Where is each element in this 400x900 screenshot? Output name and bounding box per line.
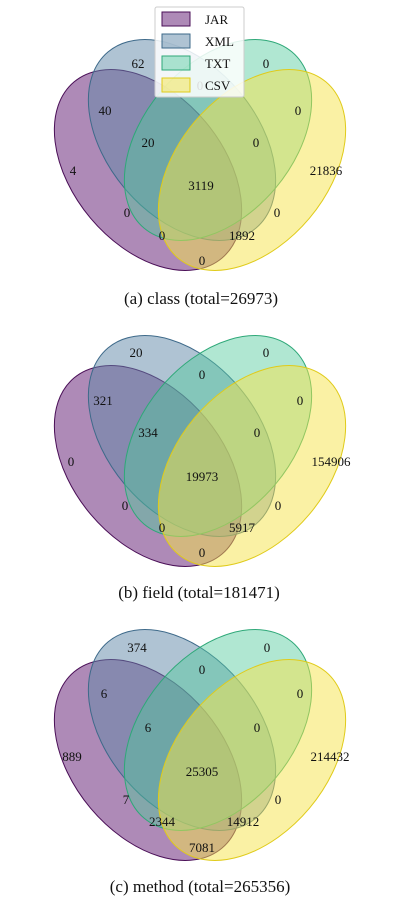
region-xml-csv: 0 [274, 205, 281, 220]
panel-caption: (c) method (total=265356) [110, 877, 290, 896]
region-jar-only: 4 [70, 163, 77, 178]
panel-caption: (b) field (total=181471) [118, 583, 280, 602]
legend-item-txt: TXT [161, 55, 230, 71]
legend-swatch-csv [161, 77, 191, 93]
legend-label-xml: XML [205, 34, 234, 49]
region-all: 19973 [186, 469, 219, 484]
legend-label-csv: CSV [205, 78, 231, 93]
region-jar-xml-csv: 0 [159, 228, 166, 243]
region-csv-only: 214432 [311, 749, 350, 764]
legend-label-jar: JAR [205, 12, 228, 27]
region-jar-txt-csv: 5917 [229, 520, 256, 535]
legend-swatch-txt [161, 55, 191, 71]
region-jar-csv: 7081 [189, 840, 215, 855]
region-jar-txt: 0 [124, 205, 131, 220]
legend-frame [154, 6, 245, 98]
region-jar-xml-csv: 0 [159, 520, 166, 535]
region-xml-txt-csv: 0 [254, 720, 261, 735]
legend-swatch-xml [161, 33, 191, 49]
region-xml-txt: 0 [199, 367, 206, 382]
region-jar-xml: 321 [93, 393, 113, 408]
legend-item-xml: XML [161, 33, 234, 49]
legend-item-jar: JAR [161, 11, 228, 27]
region-txt-only: 0 [264, 640, 271, 655]
region-csv-only: 154906 [312, 454, 352, 469]
region-txt-only: 0 [263, 345, 270, 360]
region-xml-csv: 0 [275, 498, 282, 513]
region-jar-csv: 0 [199, 253, 206, 268]
region-xml-txt-csv: 0 [254, 425, 261, 440]
region-jar-xml: 40 [99, 103, 112, 118]
region-jar-xml-txt: 20 [142, 135, 155, 150]
region-jar-txt-csv: 14912 [227, 814, 260, 829]
region-xml-only: 20 [130, 345, 143, 360]
region-txt-csv: 0 [295, 103, 302, 118]
region-jar-xml-txt: 334 [138, 425, 158, 440]
csv-set-ellipse [157, 365, 347, 567]
region-xml-only: 62 [132, 56, 145, 71]
region-jar-only: 889 [62, 749, 82, 764]
venn-panel-method: 374 0 6 0 0 6 0 889 25305 214432 7 0 234… [53, 629, 350, 896]
csv-set-ellipse [157, 69, 347, 271]
region-all: 25305 [186, 764, 219, 779]
region-csv-only: 21836 [310, 163, 343, 178]
legend-label-txt: TXT [205, 56, 230, 71]
region-jar-xml: 6 [101, 686, 108, 701]
region-xml-csv: 0 [275, 792, 282, 807]
region-jar-xml-csv: 2344 [149, 814, 176, 829]
region-xml-only: 374 [127, 640, 147, 655]
csv-set-ellipse [157, 659, 347, 861]
venn-panel-field: 20 0 321 0 0 334 0 0 19973 154906 0 0 0 … [53, 335, 352, 602]
region-jar-xml-txt: 6 [145, 720, 152, 735]
region-txt-csv: 0 [297, 393, 304, 408]
region-xml-txt: 0 [199, 662, 206, 677]
region-jar-txt-csv: 1892 [229, 228, 255, 243]
region-jar-csv: 0 [199, 545, 206, 560]
region-txt-only: 0 [263, 56, 270, 71]
region-txt-csv: 0 [297, 686, 304, 701]
region-jar-txt: 0 [122, 498, 129, 513]
region-jar-txt: 7 [123, 792, 130, 807]
legend-swatch-jar [161, 11, 191, 27]
region-jar-only: 0 [68, 454, 75, 469]
legend: JAR XML TXT CSV [154, 6, 245, 98]
panel-caption: (a) class (total=26973) [124, 289, 278, 308]
legend-item-csv: CSV [161, 77, 231, 93]
region-xml-txt-csv: 0 [253, 135, 260, 150]
region-all: 3119 [188, 178, 214, 193]
